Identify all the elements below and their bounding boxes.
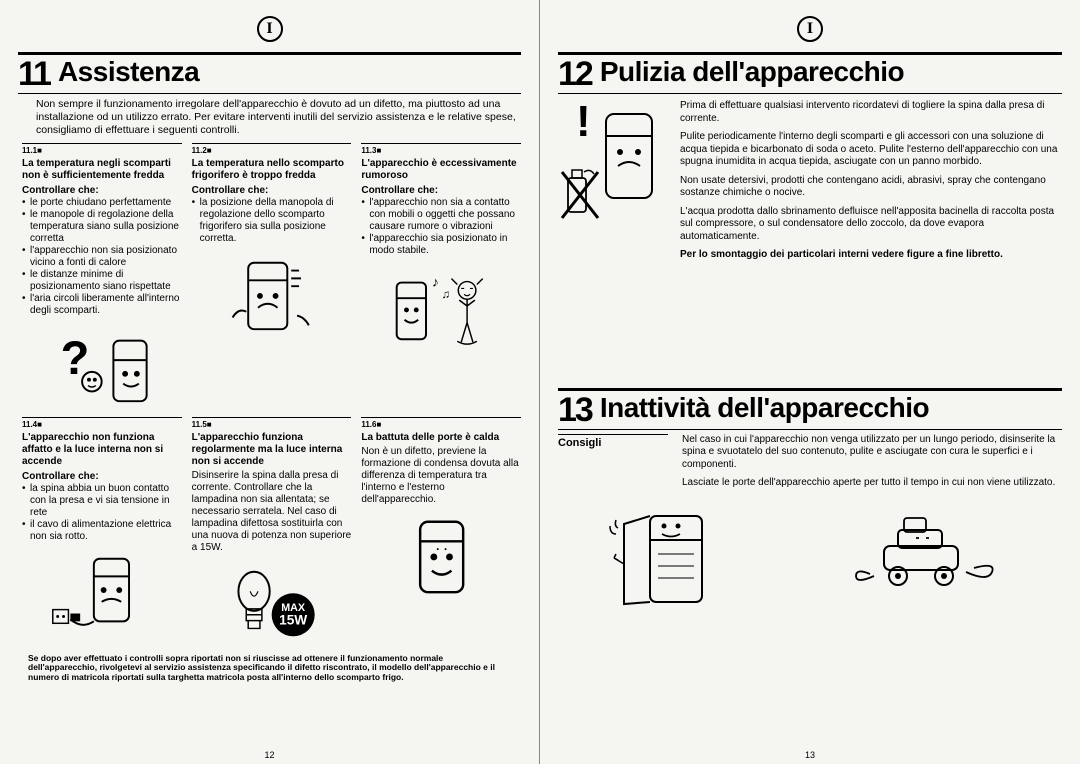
illustration-plug bbox=[22, 549, 182, 637]
consigli-text: Nel caso in cui l'apparecchio non venga … bbox=[682, 434, 1062, 490]
illustration-cold bbox=[192, 251, 352, 339]
item-symptom: L'apparecchio è eccessivamente rumoroso bbox=[361, 158, 521, 182]
item-symptom: L'apparecchio non funziona affatto e la … bbox=[22, 432, 182, 468]
item-11-2: 11.2■ La temperatura nello scomparto fri… bbox=[192, 143, 352, 411]
section-header: 11 Assistenza bbox=[18, 52, 521, 94]
item-11-6: 11.6■ La battuta delle porte è calda Non… bbox=[361, 417, 521, 648]
item-number: 11.6■ bbox=[361, 417, 521, 430]
troubleshoot-row-2: 11.4■ L'apparecchio non funziona affatto… bbox=[22, 417, 521, 648]
illustration-inactivity bbox=[558, 504, 1062, 614]
svg-text:♪: ♪ bbox=[431, 274, 438, 289]
page-12: I 11 Assistenza Non sempre il funzioname… bbox=[0, 0, 540, 764]
section-number: 13 bbox=[558, 393, 592, 427]
section-intro: Non sempre il funzionamento irregolare d… bbox=[36, 98, 521, 137]
page-number: 12 bbox=[0, 750, 539, 760]
section-12: 12 Pulizia dell'apparecchio ! bbox=[558, 52, 1062, 268]
language-badge: I bbox=[797, 16, 823, 42]
para: Nel caso in cui l'apparecchio non venga … bbox=[682, 434, 1062, 472]
illustration-question: ? bbox=[22, 323, 182, 411]
illustration-cleaning: ! bbox=[558, 100, 668, 268]
section-number: 11 bbox=[18, 57, 50, 91]
para: Non usate detersivi, prodotti che conten… bbox=[680, 175, 1062, 200]
check-label: Controllare che: bbox=[22, 471, 182, 483]
section-title: Assistenza bbox=[58, 57, 199, 88]
svg-text:♫: ♫ bbox=[441, 288, 450, 301]
check-label: Controllare che: bbox=[192, 185, 352, 197]
item-symptom: La temperatura nello scomparto frigorife… bbox=[192, 158, 352, 182]
item-number: 11.4■ bbox=[22, 417, 182, 430]
bulb-watt-label: 15W bbox=[279, 612, 307, 627]
section-12-text: Prima di effettuare qualsiasi intervento… bbox=[680, 100, 1062, 268]
item-number: 11.3■ bbox=[361, 143, 521, 156]
bullet: le distanze minime di posizionamento sia… bbox=[22, 269, 182, 293]
section-header: 12 Pulizia dell'apparecchio bbox=[558, 52, 1062, 94]
illustration-warm-door bbox=[361, 512, 521, 600]
item-symptom: La temperatura negli scomparti non è suf… bbox=[22, 158, 182, 182]
section-number: 12 bbox=[558, 57, 592, 91]
consigli-label: Consigli bbox=[558, 434, 668, 490]
section-11: 11 Assistenza Non sempre il funzionament… bbox=[18, 52, 521, 683]
item-symptom: L'apparecchio funziona regolarmente ma l… bbox=[192, 432, 352, 468]
consigli-block: Consigli Nel caso in cui l'apparecchio n… bbox=[558, 434, 1062, 490]
check-list: l'apparecchio non sia a contatto con mob… bbox=[361, 197, 521, 257]
bullet: la posizione della manopola di regolazio… bbox=[192, 197, 352, 245]
illustration-bulb: MAX 15W bbox=[192, 560, 352, 648]
language-badge: I bbox=[257, 16, 283, 42]
item-11-4: 11.4■ L'apparecchio non funziona affatto… bbox=[22, 417, 182, 648]
item-11-3: 11.3■ L'apparecchio è eccessivamente rum… bbox=[361, 143, 521, 411]
para: Lasciate le porte dell'apparecchio apert… bbox=[682, 477, 1062, 490]
bullet: l'apparecchio non sia posizionato vicino… bbox=[22, 245, 182, 269]
page-number: 13 bbox=[540, 750, 1080, 760]
bullet: l'aria circoli liberamente all'interno d… bbox=[22, 293, 182, 317]
para-bold: Per lo smontaggio dei particolari intern… bbox=[680, 249, 1062, 262]
check-list: le porte chiudano perfettamente le manop… bbox=[22, 197, 182, 317]
item-body: Disinserire la spina dalla presa di corr… bbox=[192, 470, 352, 554]
check-list: la spina abbia un buon contatto con la p… bbox=[22, 483, 182, 543]
para: Prima di effettuare qualsiasi intervento… bbox=[680, 100, 1062, 125]
section-footnote: Se dopo aver effettuato i controlli sopr… bbox=[28, 654, 511, 683]
item-symptom: La battuta delle porte è calda bbox=[361, 432, 521, 444]
item-11-5: 11.5■ L'apparecchio funziona regolarment… bbox=[192, 417, 352, 648]
bullet: l'apparecchio non sia a contatto con mob… bbox=[361, 197, 521, 233]
bullet: la spina abbia un buon contatto con la p… bbox=[22, 483, 182, 519]
section-13: 13 Inattività dell'apparecchio Consigli … bbox=[558, 388, 1062, 614]
troubleshoot-row-1: 11.1■ La temperatura negli scomparti non… bbox=[22, 143, 521, 411]
section-header: 13 Inattività dell'apparecchio bbox=[558, 388, 1062, 430]
item-number: 11.5■ bbox=[192, 417, 352, 430]
check-label: Controllare che: bbox=[361, 185, 521, 197]
para: Pulite periodicamente l'interno degli sc… bbox=[680, 131, 1062, 169]
para: L'acqua prodotta dallo sbrinamento deflu… bbox=[680, 206, 1062, 244]
check-label: Controllare che: bbox=[22, 185, 182, 197]
item-body: Non è un difetto, previene la formazione… bbox=[361, 446, 521, 506]
bullet: le porte chiudano perfettamente bbox=[22, 197, 182, 209]
section-title: Inattività dell'apparecchio bbox=[600, 393, 929, 424]
bullet: l'apparecchio sia posizionato in modo st… bbox=[361, 233, 521, 257]
svg-text:!: ! bbox=[576, 100, 591, 146]
page-13: I 12 Pulizia dell'apparecchio ! bbox=[540, 0, 1080, 764]
check-list: la posizione della manopola di regolazio… bbox=[192, 197, 352, 245]
item-11-1: 11.1■ La temperatura negli scomparti non… bbox=[22, 143, 182, 411]
bullet: il cavo di alimentazione elettrica non s… bbox=[22, 519, 182, 543]
item-number: 11.1■ bbox=[22, 143, 182, 156]
section-title: Pulizia dell'apparecchio bbox=[600, 57, 904, 88]
item-number: 11.2■ bbox=[192, 143, 352, 156]
bullet: le manopole di regolazione della tempera… bbox=[22, 209, 182, 245]
illustration-noise: ♪ ♫ bbox=[361, 263, 521, 351]
